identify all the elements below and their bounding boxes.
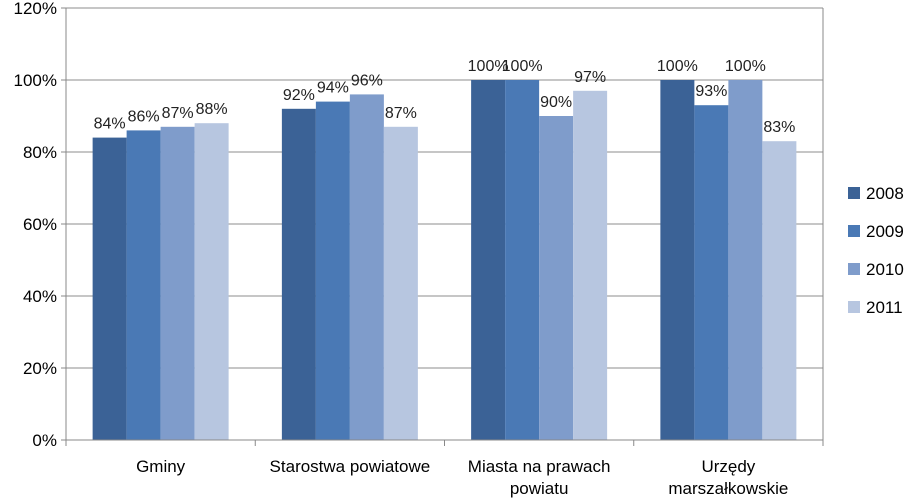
y-tick-label: 100% <box>14 71 57 90</box>
legend-label: 2011 <box>866 298 903 317</box>
legend-label: 2010 <box>866 260 904 279</box>
legend: 2008 2009 2010 2011 <box>848 184 904 317</box>
data-label: 94% <box>317 80 349 97</box>
x-category-label: Miasta na prawach <box>468 457 611 476</box>
bar-2009-1 <box>315 101 350 440</box>
bar-2009-0 <box>126 130 161 440</box>
bar-2008-2 <box>471 80 506 440</box>
legend-swatch-2009 <box>848 225 860 237</box>
legend-label: 2009 <box>866 222 904 241</box>
y-tick-label: 0% <box>32 431 57 450</box>
y-tick-label: 20% <box>23 359 57 378</box>
y-tick-label: 80% <box>23 143 57 162</box>
x-axis: Gminy Starostwa powiatowe Miasta na prawac… <box>65 439 824 498</box>
data-label: 93% <box>695 83 727 100</box>
bar-2009-3 <box>694 105 729 440</box>
x-category-label: marszałkowskie <box>668 479 788 498</box>
bar-2010-2 <box>539 116 574 440</box>
bar-2011-0 <box>194 123 229 440</box>
data-label: 87% <box>162 105 194 122</box>
x-category-label: Urzędy <box>701 457 755 476</box>
x-category-label: Starostwa powiatowe <box>270 457 431 476</box>
data-label: 87% <box>385 105 417 122</box>
data-label: 86% <box>128 108 160 125</box>
data-label: 90% <box>540 94 572 111</box>
bar-2011-2 <box>573 90 608 441</box>
bar-2008-3 <box>660 80 695 440</box>
data-labels: 84%92%100% 100%86%94%100%93%87%96%90%100%… <box>94 58 796 136</box>
bar-2010-1 <box>349 94 384 441</box>
legend-swatch-2008 <box>848 187 860 199</box>
bar-2009-2 <box>505 80 540 440</box>
data-label: 97% <box>574 69 606 86</box>
y-axis: 0% 20% 40% 60% 80% 100% 120% <box>14 0 67 450</box>
data-label: 92% <box>283 87 315 104</box>
bar-2011-1 <box>383 126 418 441</box>
data-label: 100% <box>657 58 698 75</box>
data-label: 88% <box>196 101 228 118</box>
bar-2008-1 <box>281 108 316 441</box>
bar-2010-3 <box>728 80 763 440</box>
data-label: 100% <box>468 58 509 75</box>
bar-2011-3 <box>762 141 797 440</box>
x-category-label: powiatu <box>510 479 569 498</box>
data-label: 100% <box>725 58 766 75</box>
legend-swatch-2011 <box>848 301 860 313</box>
data-label: 96% <box>351 72 383 89</box>
data-label: 83% <box>763 119 795 136</box>
data-label: 84% <box>94 116 126 133</box>
legend-label: 2008 <box>866 184 904 203</box>
data-label: 100% <box>502 58 543 75</box>
legend-swatch-2010 <box>848 263 860 275</box>
bars <box>92 80 797 441</box>
bar-2008-0 <box>92 137 127 440</box>
y-tick-label: 40% <box>23 287 57 306</box>
x-category-label: Gminy <box>136 457 186 476</box>
y-tick-label: 120% <box>14 0 57 18</box>
y-tick-label: 60% <box>23 215 57 234</box>
bar-2010-0 <box>160 126 195 441</box>
